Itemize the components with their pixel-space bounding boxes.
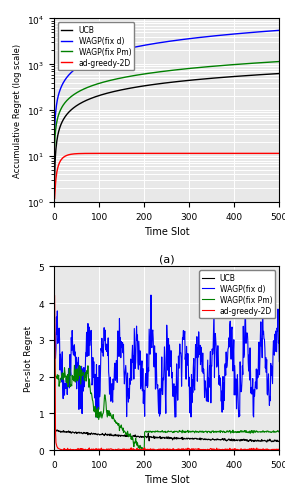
WAGP(fix d) (53, 330, 56, 336)
UCB (273, 438, 276, 443)
WAGP(fix d) (238, 413, 241, 419)
Y-axis label: Accumulative Regret (log scale): Accumulative Regret (log scale) (13, 44, 22, 178)
WAGP(fix Pm) (53, 144, 56, 150)
Legend: UCB, WAGP(fix d), WAGP(fix Pm), ad-greedy-2D: UCB, WAGP(fix d), WAGP(fix Pm), ad-greed… (199, 271, 276, 318)
WAGP(fix d) (272, 29, 276, 34)
ad-greedy-2D (255, 151, 258, 157)
ad-greedy-2D (273, 446, 276, 452)
UCB (161, 435, 165, 441)
UCB (175, 436, 178, 442)
X-axis label: Time Slot: Time Slot (144, 474, 190, 484)
UCB (272, 72, 276, 77)
UCB (53, 177, 56, 183)
WAGP(fix Pm) (273, 429, 276, 435)
WAGP(fix d) (94, 414, 98, 420)
ad-greedy-2D (161, 446, 165, 452)
ad-greedy-2D (119, 447, 123, 453)
ad-greedy-2D (237, 151, 241, 157)
UCB (278, 72, 281, 77)
WAGP(fix d) (175, 384, 179, 390)
UCB (160, 435, 164, 441)
WAGP(fix Pm) (187, 430, 190, 436)
WAGP(fix Pm) (160, 429, 164, 435)
WAGP(fix Pm) (187, 66, 190, 72)
Line: WAGP(fix d): WAGP(fix d) (55, 31, 279, 133)
ad-greedy-2D (53, 196, 56, 202)
Line: ad-greedy-2D: ad-greedy-2D (55, 154, 279, 199)
UCB (53, 427, 56, 433)
ad-greedy-2D (187, 151, 190, 157)
UCB (265, 439, 268, 445)
ad-greedy-2D (175, 447, 178, 453)
UCB (187, 78, 190, 84)
ad-greedy-2D (174, 151, 178, 157)
WAGP(fix Pm) (160, 70, 163, 76)
WAGP(fix d) (162, 377, 165, 383)
UCB (174, 80, 178, 86)
ad-greedy-2D (273, 151, 276, 157)
WAGP(fix d) (237, 31, 241, 37)
WAGP(fix Pm) (237, 430, 241, 436)
WAGP(fix Pm) (161, 69, 164, 75)
WAGP(fix Pm) (278, 60, 281, 65)
WAGP(fix d) (160, 41, 163, 46)
ad-greedy-2D (53, 293, 56, 299)
X-axis label: Time Slot: Time Slot (144, 227, 190, 237)
WAGP(fix d) (149, 292, 153, 298)
WAGP(fix Pm) (237, 62, 241, 68)
ad-greedy-2D (278, 446, 281, 452)
ad-greedy-2D (187, 446, 190, 452)
WAGP(fix d) (161, 40, 164, 46)
WAGP(fix d) (278, 29, 281, 34)
Y-axis label: Per-slot Regret: Per-slot Regret (24, 325, 33, 392)
Line: ad-greedy-2D: ad-greedy-2D (55, 296, 279, 450)
UCB (161, 81, 164, 87)
ad-greedy-2D (161, 151, 164, 157)
WAGP(fix d) (188, 375, 191, 380)
ad-greedy-2D (237, 447, 241, 453)
UCB (54, 427, 58, 433)
WAGP(fix Pm) (272, 60, 276, 66)
WAGP(fix Pm) (175, 428, 178, 434)
UCB (237, 74, 241, 80)
WAGP(fix d) (273, 332, 276, 337)
WAGP(fix d) (278, 359, 281, 364)
Line: WAGP(fix Pm): WAGP(fix Pm) (55, 348, 279, 450)
WAGP(fix Pm) (278, 428, 281, 434)
ad-greedy-2D (160, 151, 163, 157)
UCB (160, 81, 163, 87)
Line: UCB: UCB (55, 75, 279, 180)
WAGP(fix Pm) (174, 68, 178, 74)
WAGP(fix Pm) (142, 447, 145, 453)
WAGP(fix d) (160, 392, 164, 397)
Line: UCB: UCB (55, 430, 279, 442)
WAGP(fix d) (53, 130, 56, 136)
UCB (187, 436, 190, 441)
Legend: UCB, WAGP(fix d), WAGP(fix Pm), ad-greedy-2D: UCB, WAGP(fix d), WAGP(fix Pm), ad-greed… (58, 23, 134, 71)
WAGP(fix Pm) (53, 345, 56, 350)
WAGP(fix d) (174, 38, 178, 44)
WAGP(fix Pm) (161, 429, 165, 435)
ad-greedy-2D (278, 151, 281, 157)
Text: (a): (a) (159, 254, 174, 264)
Line: WAGP(fix Pm): WAGP(fix Pm) (55, 62, 279, 147)
ad-greedy-2D (160, 447, 164, 453)
WAGP(fix d) (187, 37, 190, 43)
UCB (278, 439, 281, 445)
Line: WAGP(fix d): WAGP(fix d) (55, 295, 279, 417)
UCB (237, 437, 241, 443)
